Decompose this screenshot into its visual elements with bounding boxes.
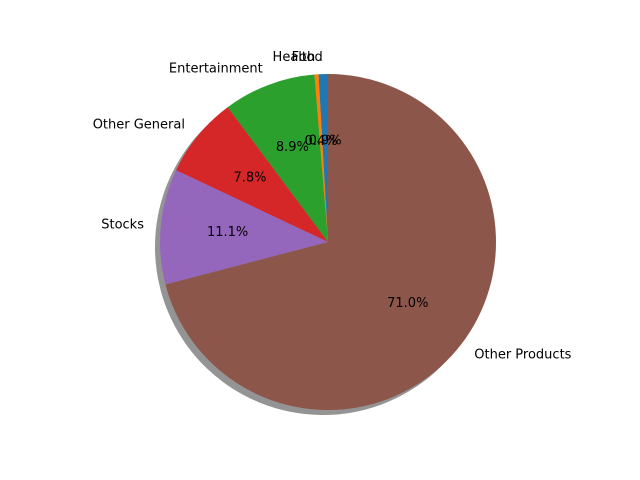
pie-wedges [160, 74, 497, 410]
pie-category-label-stocks: Stocks [101, 217, 144, 232]
pie-percent-label-food: 0.9% [309, 134, 342, 149]
pie-slice-entertainment [227, 74, 328, 242]
pie-percent-label-other-general: 7.8% [233, 171, 266, 186]
pie-category-label-entertainment: Entertainment [169, 62, 263, 77]
pie-slice-stocks [160, 170, 328, 285]
pie-slice-food [318, 74, 328, 242]
pie-slice-other-general [176, 107, 328, 243]
pie-percent-label-health: 0.4% [305, 134, 338, 149]
pie-percent-labels: 0.9%0.4%8.9% 7.8% 11.1% 71.0% [207, 134, 428, 311]
pie-category-label-health: Health [273, 50, 316, 65]
pie-percent-label-entertainment: 8.9% [276, 140, 309, 155]
pie-category-label-other-products: Other Products [474, 347, 571, 362]
pie-percent-label-stocks: 11.1% [207, 225, 248, 240]
pie-category-label-other-general: Other General [93, 117, 185, 132]
pie-slice-other-products [165, 74, 497, 410]
pie-percent-label-other-products: 71.0% [387, 296, 428, 311]
pie-category-label-food: Food [292, 50, 323, 65]
pie-slice-health [314, 74, 328, 243]
